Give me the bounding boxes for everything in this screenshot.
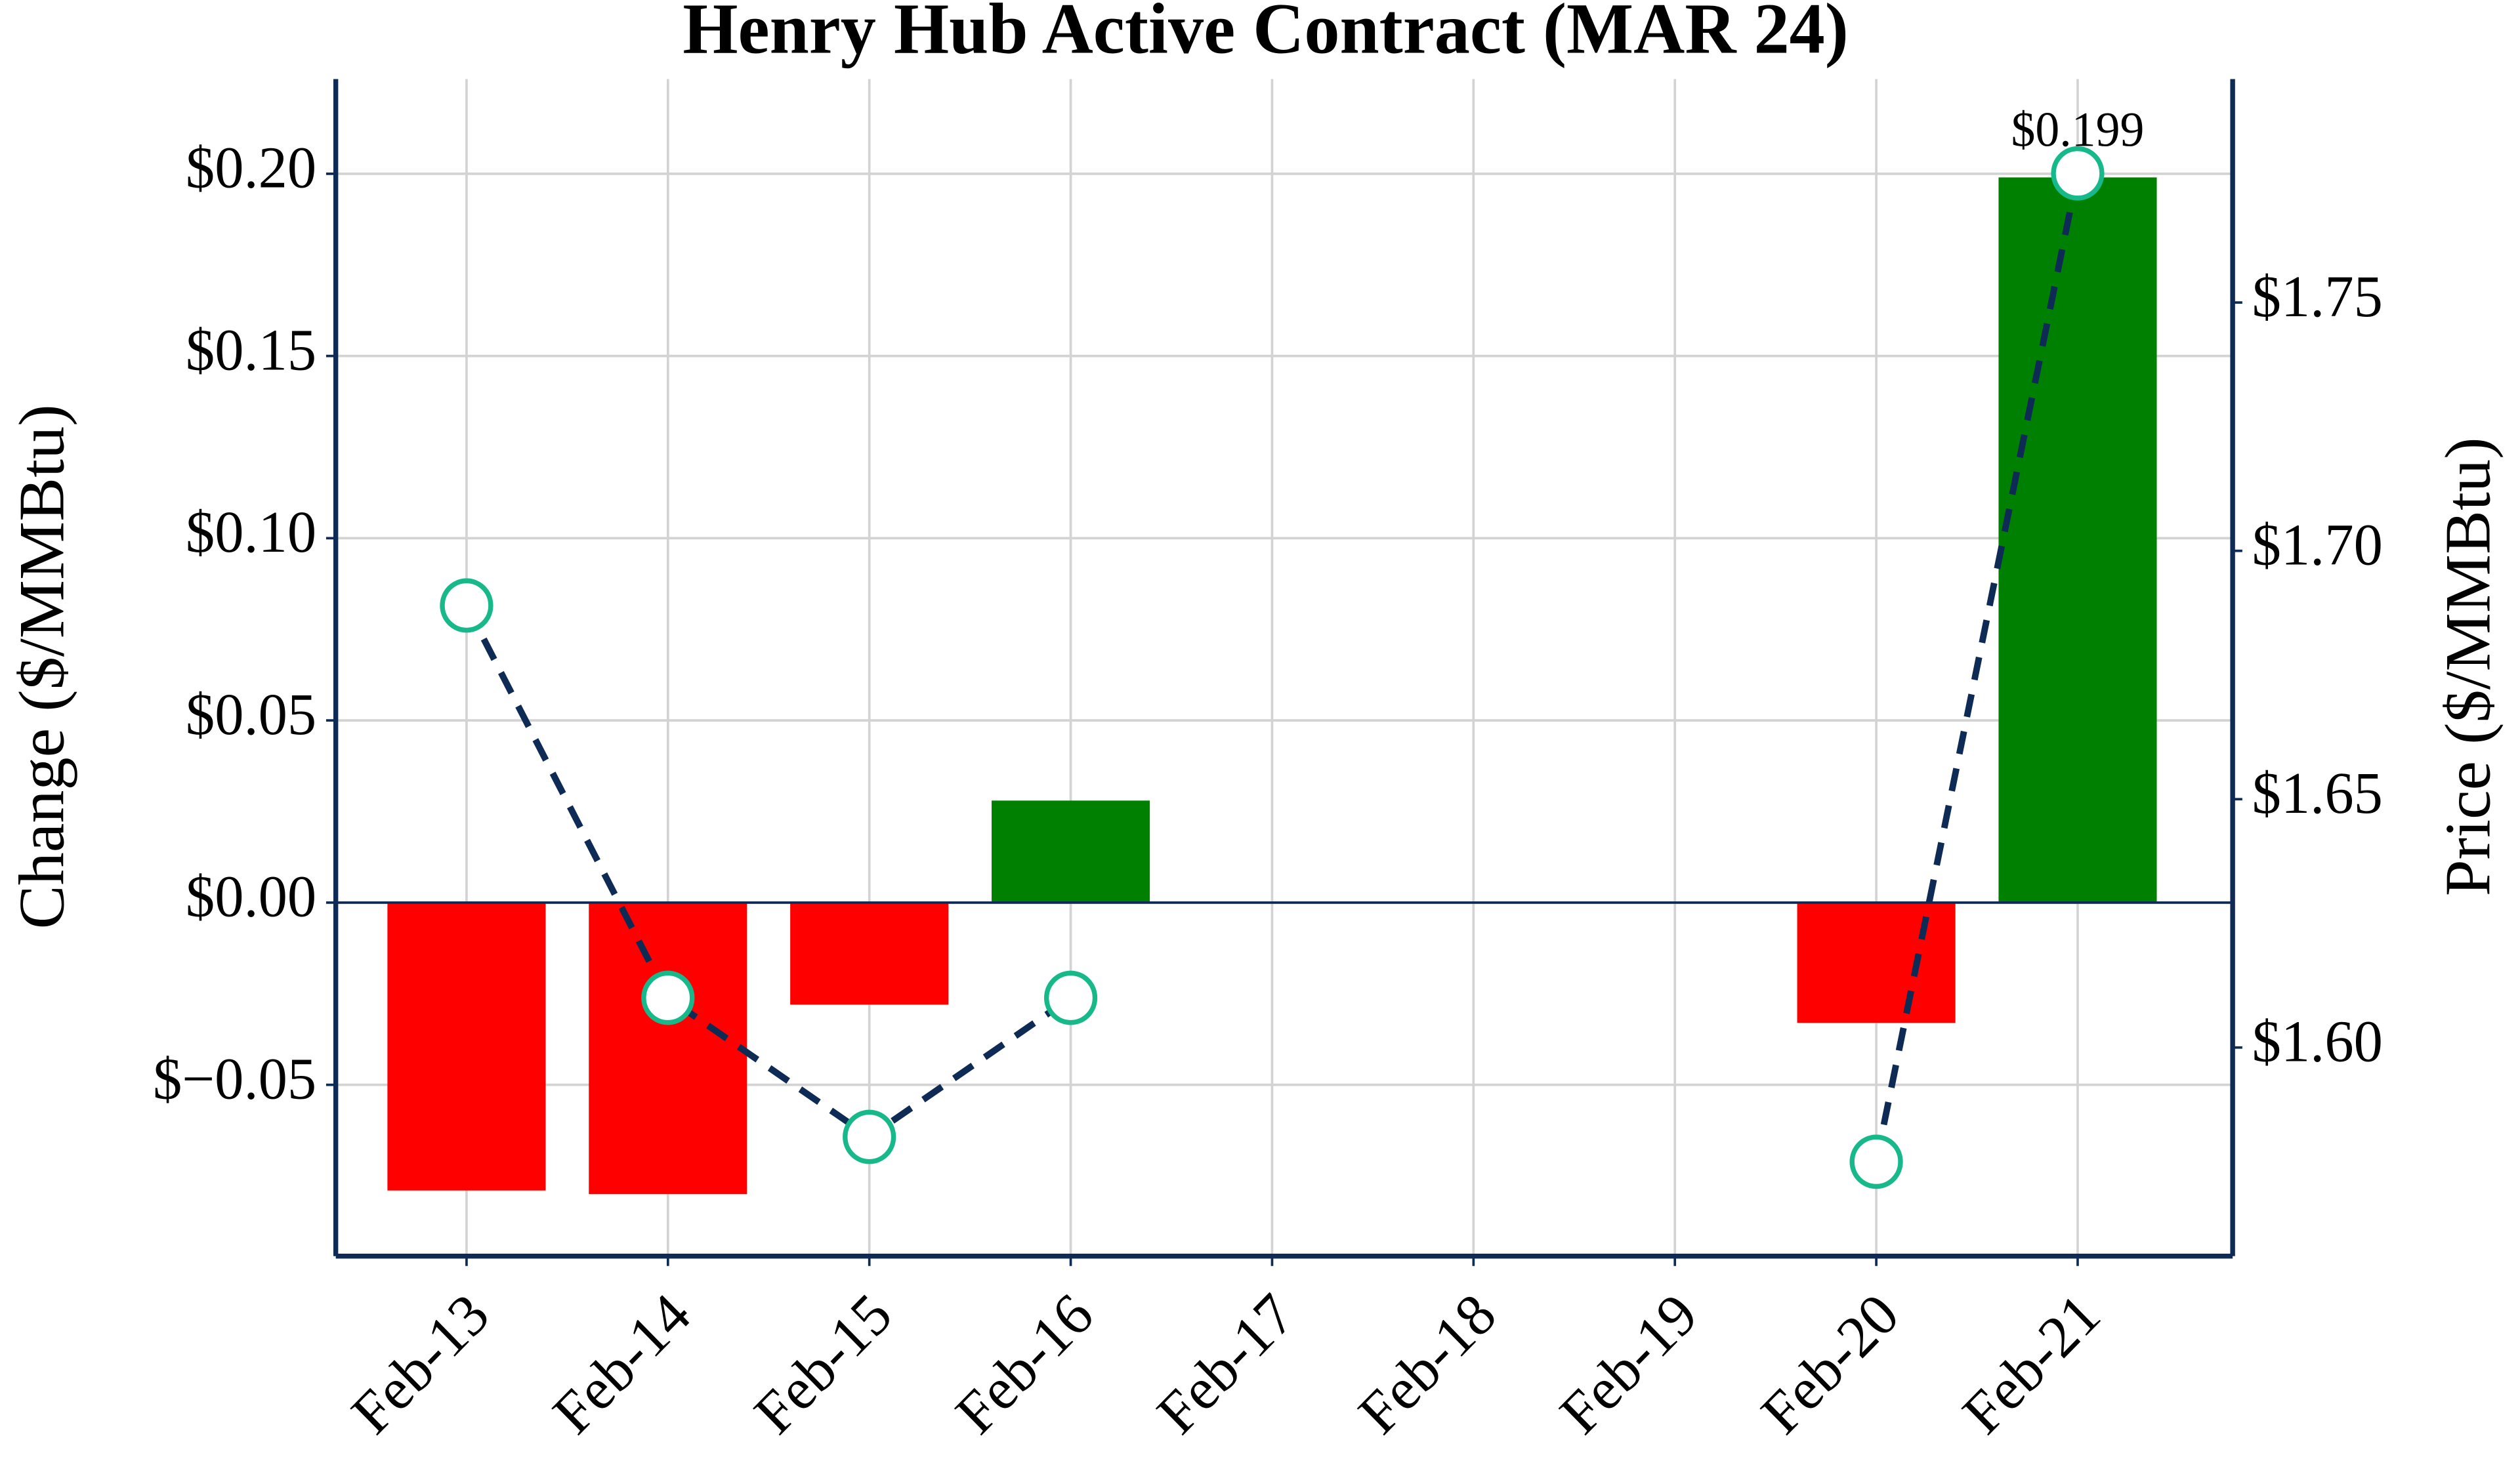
y2-axis-label: Price ($/MMBtu)	[2433, 437, 2504, 896]
y-tick-label: $0.20	[186, 135, 316, 201]
x-tick-label: Feb-17	[1145, 1281, 1307, 1447]
y-axis-label: Change ($/MMBtu)	[6, 404, 77, 929]
x-tick-label: Feb-15	[742, 1281, 904, 1447]
x-tick-label: Feb-19	[1547, 1281, 1710, 1447]
y2-tick-label: $1.75	[2252, 264, 2383, 329]
y2-tick-label: $1.70	[2252, 512, 2383, 578]
bar	[589, 902, 747, 1195]
x-tick-label: Feb-20	[1749, 1281, 1911, 1447]
x-tick-label: Feb-13	[339, 1281, 501, 1447]
y2-tick-label: $1.60	[2252, 1009, 2383, 1075]
line	[463, 173, 2081, 1162]
bar	[1998, 177, 2157, 903]
bar	[1797, 902, 1956, 1023]
bar	[992, 800, 1150, 903]
x-tick-label: Feb-21	[1950, 1281, 2112, 1447]
bar	[790, 902, 949, 1005]
point	[1849, 1134, 1903, 1189]
y-tick-label: $0.15	[186, 318, 316, 383]
point	[2051, 146, 2105, 201]
y2-tick-label: $1.65	[2252, 760, 2383, 826]
y-tick-label: $0.10	[186, 499, 316, 565]
x-tick-label: Feb-18	[1347, 1281, 1509, 1447]
point	[641, 970, 695, 1025]
bar	[387, 902, 546, 1191]
point	[440, 578, 494, 633]
x-tick-label: Feb-16	[944, 1281, 1106, 1447]
y-tick-label: $0.00	[186, 864, 316, 930]
point	[843, 1109, 896, 1164]
x-tick-label: Feb-14	[541, 1281, 703, 1447]
y-tick-label: $0.05	[186, 682, 316, 747]
y-tick-label: $−0.05	[153, 1046, 316, 1112]
chart-title: Henry Hub Active Contract (MAR 24)	[682, 0, 1849, 69]
point	[1043, 970, 1098, 1025]
